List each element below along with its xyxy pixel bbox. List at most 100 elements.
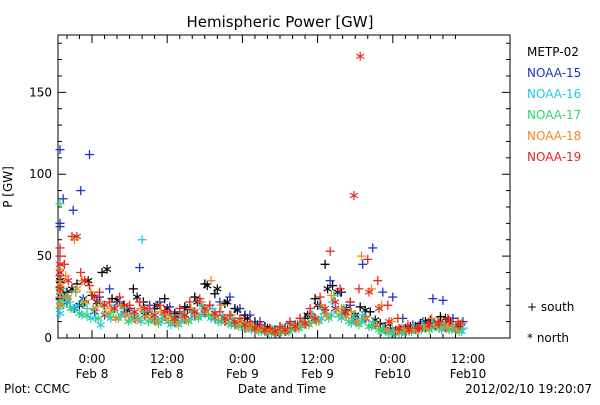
data-point-south	[95, 287, 105, 297]
data-point-north	[300, 318, 310, 328]
data-point-south	[388, 292, 398, 302]
data-point-south	[365, 307, 375, 317]
y-axis-label: P [GW]	[1, 166, 15, 208]
data-point-north	[124, 317, 133, 327]
data-point-north	[352, 317, 361, 327]
data-point-south	[255, 320, 265, 330]
data-point-north	[322, 310, 331, 320]
data-point-south	[265, 323, 275, 333]
data-point-south	[438, 295, 448, 305]
data-point-south	[383, 300, 393, 310]
data-point-north	[63, 276, 73, 286]
data-point-south	[373, 276, 383, 286]
data-point-north	[63, 292, 73, 302]
data-point-north	[66, 304, 75, 314]
data-point-south	[105, 284, 115, 294]
data-point-south	[305, 304, 315, 314]
data-point-south	[55, 145, 65, 155]
data-point-south	[368, 243, 378, 253]
data-point-south	[180, 302, 190, 312]
data-point-south	[125, 300, 135, 310]
x-tick-date-label: Feb 8	[76, 367, 109, 381]
x-axis-label: Date and Time	[238, 382, 326, 396]
data-points	[55, 51, 468, 338]
data-point-north	[120, 300, 129, 310]
data-point-south	[186, 304, 196, 314]
timestamp: 2012/02/10 19:20:07	[465, 382, 592, 396]
data-point-south	[435, 312, 445, 322]
data-point-north	[75, 308, 84, 318]
symbol-legend-entry: * north	[527, 331, 569, 345]
x-tick-time-label: 0:00	[79, 352, 106, 366]
data-point-south	[55, 271, 65, 281]
data-point-north	[250, 323, 260, 333]
data-point-north	[200, 304, 209, 314]
data-point-south	[356, 251, 366, 261]
data-point-north	[80, 276, 89, 286]
chart-title: Hemispheric Power [GW]	[187, 13, 374, 31]
y-tick-label: 100	[29, 167, 52, 181]
data-point-north	[404, 325, 414, 335]
data-point-south	[346, 307, 356, 317]
data-point-north	[160, 307, 169, 317]
data-point-south	[84, 281, 94, 291]
x-tick-time-label: 0:00	[379, 352, 406, 366]
data-point-south	[345, 297, 355, 307]
data-point-south	[358, 259, 368, 269]
legend-entry: NOAA-17	[527, 108, 581, 122]
data-point-north	[84, 276, 93, 286]
data-point-south	[195, 294, 205, 304]
data-point-north	[310, 313, 320, 323]
data-point-north	[442, 323, 451, 333]
y-tick-label: 150	[29, 85, 52, 99]
legend-entry: METP-02	[527, 45, 579, 59]
data-point-south	[68, 205, 78, 215]
data-point-north	[110, 304, 119, 314]
symbol-legend-entry: + south	[527, 300, 574, 314]
data-point-south	[59, 259, 69, 269]
data-point-north	[290, 322, 300, 332]
data-point-south	[328, 281, 338, 291]
data-point-south	[316, 300, 326, 310]
plot-credit: Plot: CCMC	[4, 382, 70, 396]
data-point-north	[101, 308, 110, 318]
data-point-north	[130, 307, 139, 317]
data-point-south	[215, 307, 225, 317]
data-point-south	[97, 267, 107, 277]
data-point-north	[151, 317, 161, 327]
data-point-north	[270, 326, 280, 336]
symbol-legend: + south * north	[527, 300, 574, 345]
data-point-north	[96, 320, 105, 330]
data-point-south	[433, 317, 443, 327]
data-point-south	[73, 300, 83, 310]
data-point-south	[105, 297, 115, 307]
data-point-south	[55, 243, 65, 253]
data-point-south	[336, 304, 346, 314]
data-point-south	[275, 322, 285, 332]
data-point-north	[190, 307, 199, 317]
data-point-north	[181, 315, 191, 325]
plot-frame	[57, 34, 511, 339]
data-point-north	[320, 304, 330, 314]
data-point-south	[175, 304, 185, 314]
data-point-south	[220, 299, 230, 309]
data-point-north	[111, 313, 121, 323]
data-point-south	[235, 304, 245, 314]
data-point-north	[102, 264, 112, 274]
data-point-north	[72, 231, 82, 241]
data-point-north	[280, 325, 290, 335]
data-point-south	[160, 294, 170, 304]
data-point-south	[393, 313, 403, 323]
data-point-north	[220, 313, 230, 323]
data-point-south	[190, 292, 200, 302]
data-point-south	[137, 235, 147, 245]
data-point-north	[230, 317, 240, 327]
data-point-north	[161, 313, 171, 323]
data-point-south	[354, 284, 364, 294]
data-point-north	[55, 300, 65, 310]
data-point-north	[323, 284, 332, 294]
data-point-north	[86, 313, 95, 323]
data-point-south	[378, 287, 388, 297]
data-point-south	[55, 199, 65, 209]
